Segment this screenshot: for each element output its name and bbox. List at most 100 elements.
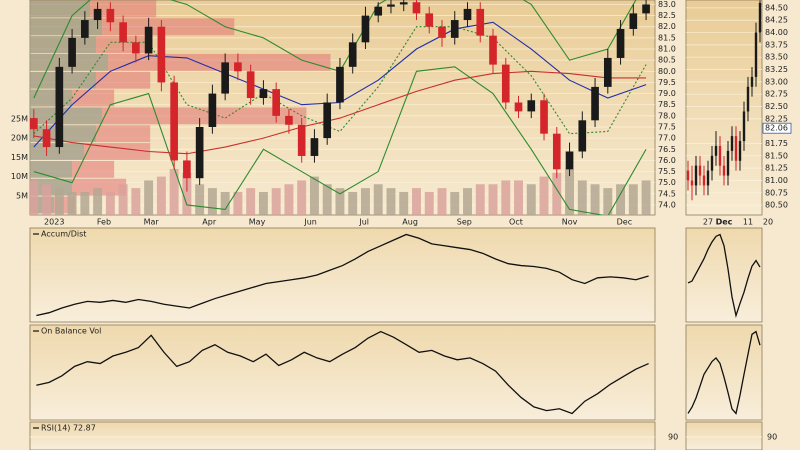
volume-bar — [156, 176, 166, 215]
candle-body — [30, 118, 38, 130]
volume-bar — [207, 188, 217, 215]
y2-tick-label: 5M — [16, 191, 28, 200]
candle-body — [234, 62, 242, 72]
candle-body — [718, 145, 722, 166]
candle-body — [734, 136, 738, 161]
candle-body — [706, 170, 710, 186]
volume-bar — [514, 180, 523, 215]
panel-title: On Balance Vol — [41, 327, 101, 336]
candle-body — [336, 66, 344, 103]
candle-body — [746, 86, 750, 112]
volume-bar — [309, 176, 319, 215]
candle-body — [710, 155, 714, 171]
volume-bar — [501, 180, 511, 215]
candle-body — [387, 4, 395, 7]
volume-bar — [182, 172, 192, 215]
y-tick-label: 84.00 — [765, 28, 788, 37]
panel — [687, 233, 761, 318]
volume-bar — [335, 188, 345, 215]
candle-body — [730, 136, 734, 151]
volume-bar — [297, 180, 307, 215]
volume-bar — [641, 180, 651, 215]
indicator-line — [687, 330, 761, 415]
panel-background — [29, 227, 656, 323]
volume-bar — [80, 191, 90, 215]
candle-body — [412, 2, 421, 14]
volume-bar — [373, 184, 383, 215]
candle-body — [501, 64, 510, 103]
volume-bar — [360, 188, 370, 215]
candle-body — [742, 111, 746, 142]
candle-body — [272, 89, 280, 116]
y-tick-label: 82.0 — [658, 22, 676, 31]
y-tick-label: 83.75 — [765, 40, 788, 49]
candle-body — [463, 8, 472, 21]
y-tick-label: 83.00 — [765, 77, 788, 86]
panel — [30, 0, 655, 215]
candle-body — [698, 165, 702, 176]
candle-body — [722, 165, 726, 176]
volume-profile-up — [30, 160, 73, 178]
y-tick-label: 75.5 — [658, 167, 676, 176]
candle-body — [195, 126, 204, 179]
overlay-line — [33, 66, 647, 215]
y-tick-label: 80.0 — [658, 67, 676, 76]
y-tick-label: 82.25 — [765, 114, 788, 123]
candle-body — [750, 76, 754, 87]
indicator-line — [687, 233, 761, 318]
panel-background — [29, 421, 656, 450]
x-tick-label: Mar — [144, 218, 160, 227]
candle-body — [310, 138, 319, 156]
candle-body — [285, 115, 293, 125]
candle-body — [297, 124, 306, 156]
candle-body — [425, 13, 434, 27]
overlay-line — [33, 70, 647, 155]
volume-profile-down — [102, 107, 307, 125]
volume-profile-up — [30, 107, 103, 125]
y-tick-label: 82.50 — [765, 102, 788, 111]
x-tick-label: 20 — [763, 218, 773, 227]
x-tick-label: Apr — [202, 218, 217, 227]
panel-title: Accum/Dist — [41, 230, 86, 239]
panel — [36, 233, 649, 317]
candle-body — [81, 20, 89, 38]
volume-bar — [412, 188, 421, 215]
volume-profile-down — [72, 89, 115, 107]
volume-profile-down — [72, 160, 115, 178]
candle-body — [361, 15, 370, 43]
candle-body — [246, 71, 255, 99]
panel — [687, 330, 761, 415]
x-tick-label: Aug — [402, 218, 418, 227]
y2-tick-label: 20M — [11, 134, 28, 143]
volume-bar — [616, 184, 626, 215]
candle-body — [616, 28, 625, 58]
candle-body — [144, 26, 153, 54]
y-tick-label: 90 — [767, 433, 777, 442]
volume-bar — [169, 168, 179, 215]
candle-body — [702, 175, 706, 186]
candle-body — [578, 120, 587, 152]
panel-background — [685, 324, 763, 421]
x-tick-label: Oct — [509, 218, 523, 227]
candle-body — [694, 165, 698, 186]
volume-bar — [271, 188, 281, 215]
y-tick-label: 81.25 — [765, 164, 788, 173]
y-tick-label: 77.0 — [658, 134, 676, 143]
candle-body — [323, 102, 332, 139]
candle-body — [42, 129, 51, 148]
x-tick-label: Jul — [358, 218, 369, 227]
y-tick-label: 82.5 — [658, 11, 676, 20]
x-tick-label: Nov — [562, 218, 578, 227]
indicator-line — [36, 233, 649, 317]
volume-bar — [386, 188, 396, 215]
volume-bar — [539, 176, 549, 215]
volume-bar — [424, 191, 434, 215]
y-tick-label: 81.5 — [658, 33, 676, 42]
y2-tick-label: 25M — [11, 115, 28, 124]
volume-profile-up — [30, 18, 103, 36]
x-tick-label: Feb — [97, 218, 111, 227]
y-tick-label: 76.5 — [658, 145, 676, 154]
volume-bar — [628, 184, 638, 215]
volume-bar — [475, 184, 485, 215]
